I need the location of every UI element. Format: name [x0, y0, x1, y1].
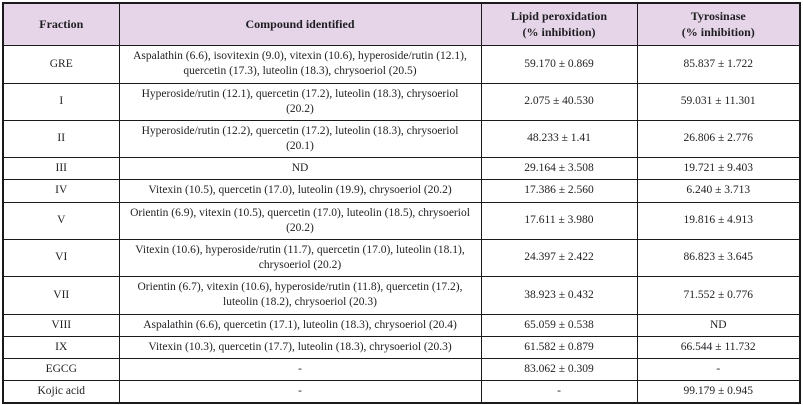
table-row: IV Vitexin (10.5), quercetin (17.0), lute…: [2, 179, 801, 203]
cell-lipid-peroxidation: 29.164 ± 3.508: [480, 157, 638, 181]
cell-compound: Hyperoside/rutin (12.1), quercetin (17.2…: [118, 82, 482, 121]
cell-compound: Vitexin (10.5), quercetin (17.0), luteol…: [118, 179, 482, 203]
cell-fraction: IX: [2, 335, 120, 359]
cell-lipid-peroxidation: 65.059 ± 0.538: [480, 313, 638, 337]
cell-tyrosinase: ND: [636, 313, 801, 337]
cell-fraction: EGCG: [2, 357, 120, 382]
cell-lipid-peroxidation: 2.075 ± 40.530: [480, 82, 638, 121]
cell-lipid-peroxidation: 59.170 ± 0.869: [480, 45, 638, 84]
cell-tyrosinase: 6.240 ± 3.713: [636, 179, 801, 203]
cell-tyrosinase: 86.823 ± 3.645: [636, 238, 801, 278]
table-row: Kojic acid - -99.179 ± 0.945: [2, 380, 801, 404]
cell-compound: -: [118, 357, 482, 382]
cell-lipid-peroxidation: 24.397 ± 2.422: [480, 238, 638, 278]
cell-lipid-peroxidation: -: [480, 380, 638, 404]
cell-tyrosinase: 59.031 ± 11.301: [636, 82, 801, 121]
header-fraction: Fraction: [2, 2, 120, 47]
cell-compound: Aspalathin (6.6), isovitexin (9.0), vite…: [118, 45, 482, 84]
table-row: VII Orientin (6.7), vitexin (10.6), hyper…: [2, 276, 801, 315]
cell-fraction: GRE: [2, 45, 120, 84]
cell-lipid-peroxidation: 17.611 ± 3.980: [480, 201, 638, 240]
table-row: V Orientin (6.9), vitexin (10.5), quercet…: [2, 201, 801, 240]
cell-lipid-peroxidation: 61.582 ± 0.879: [480, 335, 638, 359]
cell-compound: Hyperoside/rutin (12.2), quercetin (17.2…: [118, 119, 482, 159]
cell-fraction: III: [2, 157, 120, 181]
table-row: III ND 29.164 ± 3.508 19.721 ± 9.403: [2, 157, 801, 181]
cell-compound: Orientin (6.9), vitexin (10.5), querceti…: [118, 201, 482, 240]
cell-fraction: Kojic acid: [2, 380, 120, 404]
table-row: VI Vitexin (10.6), hyperoside/rutin (11.7…: [2, 238, 801, 278]
cell-lipid-peroxidation: 17.386 ± 2.560: [480, 179, 638, 203]
cell-compound: Vitexin (10.3), quercetin (17.7), luteol…: [118, 335, 482, 359]
cell-fraction: IV: [2, 179, 120, 203]
table-row: EGCG -83.062 ± 0.309-: [2, 357, 801, 382]
table-row: GRE Aspalathin (6.6), isovitexin (9.0), v…: [2, 45, 801, 84]
cell-lipid-peroxidation: 48.233 ± 1.41: [480, 119, 638, 159]
cell-compound: -: [118, 380, 482, 404]
cell-fraction: VII: [2, 276, 120, 315]
cell-fraction: VIII: [2, 313, 120, 337]
table-body: GRE Aspalathin (6.6), isovitexin (9.0), v…: [2, 45, 801, 404]
table-row: I Hyperoside/rutin (12.1), quercetin (17.…: [2, 82, 801, 121]
cell-tyrosinase: 19.721 ± 9.403: [636, 157, 801, 181]
cell-tyrosinase: 26.806 ± 2.776: [636, 119, 801, 159]
table-row: VIII Aspalathin (6.6), quercetin (17.1), …: [2, 313, 801, 337]
cell-tyrosinase: -: [636, 357, 801, 382]
cell-compound: Vitexin (10.6), hyperoside/rutin (11.7),…: [118, 238, 482, 278]
header-lipid-peroxidation: Lipid peroxidation (% inhibition): [480, 2, 638, 47]
cell-tyrosinase: 99.179 ± 0.945: [636, 380, 801, 404]
header-tyrosinase: Tyrosinase (% inhibition): [636, 2, 801, 47]
cell-lipid-peroxidation: 83.062 ± 0.309: [480, 357, 638, 382]
cell-tyrosinase: 19.816 ± 4.913: [636, 201, 801, 240]
cell-fraction: V: [2, 201, 120, 240]
table-row: II Hyperoside/rutin (12.2), quercetin (17…: [2, 119, 801, 159]
cell-compound: Orientin (6.7), vitexin (10.6), hyperosi…: [118, 276, 482, 315]
cell-fraction: VI: [2, 238, 120, 278]
cell-lipid-peroxidation: 38.923 ± 0.432: [480, 276, 638, 315]
cell-tyrosinase: 71.552 ± 0.776: [636, 276, 801, 315]
header-row: Fraction Compound identified Lipid perox…: [2, 2, 801, 47]
header-compound-identified: Compound identified: [118, 2, 482, 47]
cell-fraction: II: [2, 119, 120, 159]
cell-compound: Aspalathin (6.6), quercetin (17.1), lute…: [118, 313, 482, 337]
cell-tyrosinase: 66.544 ± 11.732: [636, 335, 801, 359]
cell-compound: ND: [118, 157, 482, 181]
cell-tyrosinase: 85.837 ± 1.722: [636, 45, 801, 84]
cell-fraction: I: [2, 82, 120, 121]
table-row: IX Vitexin (10.3), quercetin (17.7), lute…: [2, 335, 801, 359]
table-header: Fraction Compound identified Lipid perox…: [2, 2, 801, 47]
